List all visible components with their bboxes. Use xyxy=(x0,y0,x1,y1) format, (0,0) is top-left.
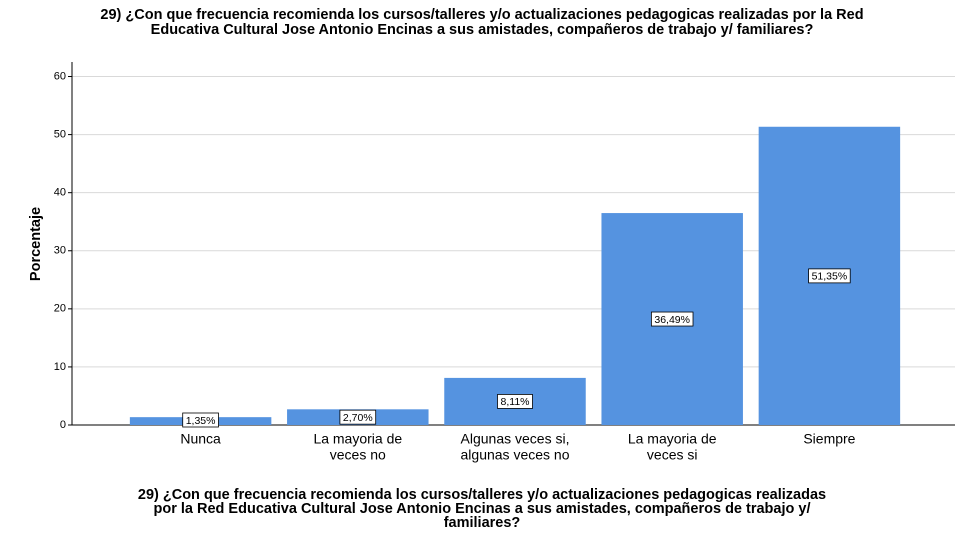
x-axis-label: familiares? xyxy=(444,515,521,531)
value-label: 51,35% xyxy=(812,271,848,283)
x-axis-label: 29) ¿Con que frecuencia recomienda los c… xyxy=(138,487,826,503)
value-label: 36,49% xyxy=(654,314,690,326)
value-label-box xyxy=(808,268,851,284)
y-tick-label: 0 xyxy=(60,419,66,431)
y-tick-label: 30 xyxy=(54,245,66,257)
value-label-box xyxy=(339,409,377,425)
x-tick-label: La mayoria de xyxy=(628,431,717,447)
x-tick-label: veces si xyxy=(647,447,698,463)
y-tick-label: 10 xyxy=(54,361,66,373)
x-tick-label: Siempre xyxy=(803,431,855,447)
y-tick-label: 40 xyxy=(54,187,66,199)
value-label: 2,70% xyxy=(343,412,373,424)
x-tick-label: algunas veces no xyxy=(461,447,570,463)
value-label-box xyxy=(497,394,533,409)
value-label: 1,35% xyxy=(186,415,216,427)
value-label-box xyxy=(650,311,694,327)
y-axis-label: Porcentaje xyxy=(28,207,44,281)
x-axis-label: por la Red Educativa Cultural Jose Anton… xyxy=(154,501,811,517)
y-tick-label: 60 xyxy=(54,70,66,82)
value-label: 8,11% xyxy=(501,396,530,408)
y-tick-label: 20 xyxy=(54,303,66,315)
x-tick-label: Algunas veces si, xyxy=(461,431,570,447)
y-tick-label: 50 xyxy=(54,129,66,141)
x-tick-label: veces no xyxy=(330,447,386,463)
chart-title: 29) ¿Con que frecuencia recomienda los c… xyxy=(100,7,863,23)
chart-title: Educativa Cultural Jose Antonio Encinas … xyxy=(151,22,814,38)
x-tick-label: Nunca xyxy=(180,431,221,447)
x-tick-label: La mayoria de xyxy=(313,431,402,447)
value-label-box xyxy=(182,412,219,428)
